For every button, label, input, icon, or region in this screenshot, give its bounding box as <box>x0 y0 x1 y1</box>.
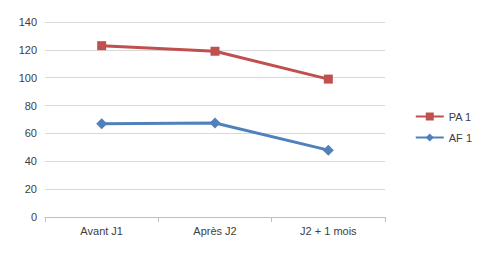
svg-text:140: 140 <box>19 16 37 28</box>
svg-text:AF 1: AF 1 <box>449 132 472 144</box>
svg-text:100: 100 <box>19 72 37 84</box>
svg-text:60: 60 <box>25 127 37 139</box>
svg-text:Après J2: Après J2 <box>193 225 236 237</box>
svg-text:Avant J1: Avant J1 <box>80 225 123 237</box>
svg-text:80: 80 <box>25 100 37 112</box>
svg-text:PA 1: PA 1 <box>449 111 471 123</box>
svg-text:40: 40 <box>25 155 37 167</box>
svg-text:0: 0 <box>31 211 37 223</box>
svg-text:120: 120 <box>19 44 37 56</box>
svg-text:J2 + 1 mois: J2 + 1 mois <box>300 225 357 237</box>
svg-text:20: 20 <box>25 183 37 195</box>
